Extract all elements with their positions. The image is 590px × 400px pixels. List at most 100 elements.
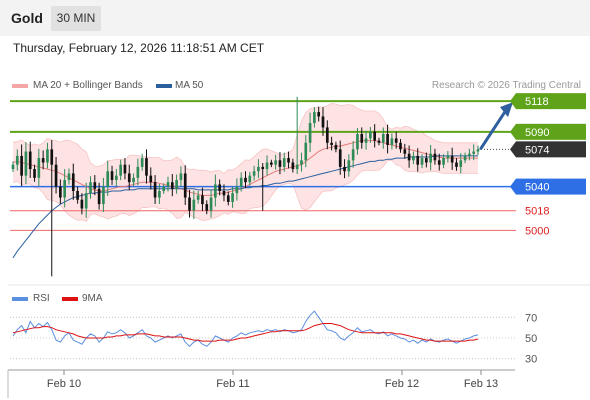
candle-body: [325, 127, 329, 143]
level-tag-5040: [516, 178, 586, 195]
level-label-5118: 5118: [525, 96, 549, 108]
candle-body: [261, 166, 265, 170]
candle-body: [386, 134, 389, 145]
candle-body: [317, 112, 321, 117]
candle-body: [442, 158, 445, 165]
candle-body: [76, 190, 79, 200]
candle-body: [188, 197, 191, 211]
candle-body: [433, 153, 437, 161]
candle-body: [102, 186, 105, 205]
candle-body: [20, 155, 23, 176]
candle-body: [244, 177, 247, 183]
candle-body: [123, 164, 127, 174]
candle-body: [110, 171, 114, 181]
candle-body: [356, 134, 359, 150]
candle-body: [50, 149, 54, 165]
candle-body: [420, 158, 424, 165]
candle-body: [239, 177, 243, 187]
candle-body: [321, 116, 325, 128]
candle-body: [89, 182, 92, 194]
candle-body: [437, 160, 441, 165]
candle-body: [403, 149, 407, 154]
x-tick-label: Feb 10: [47, 378, 81, 390]
candle-body: [71, 173, 75, 191]
candle-body: [235, 186, 239, 194]
candle-body: [114, 175, 118, 181]
timeframe-button[interactable]: 30 MIN: [51, 6, 101, 31]
candle-body: [140, 158, 144, 167]
candle-body: [222, 190, 226, 196]
candle-body: [446, 155, 450, 159]
candle-body: [412, 155, 415, 161]
candle-body: [162, 186, 166, 191]
candle-body: [360, 134, 364, 143]
candle-body: [166, 182, 170, 187]
candle-body: [424, 158, 428, 163]
candle-body: [274, 160, 277, 165]
candle-body: [472, 151, 476, 154]
legend-swatch-9ma: [62, 297, 78, 301]
candle-body: [127, 173, 131, 183]
candle-body: [381, 134, 385, 143]
legend-ma50: MA 50: [175, 80, 204, 91]
candle-body: [364, 138, 368, 143]
candle-body: [218, 184, 222, 191]
candle-body: [313, 112, 316, 124]
candle-body: [429, 153, 432, 163]
level-tag-pointer: [510, 123, 516, 140]
legend-rsi: RSI: [33, 293, 50, 304]
rsi-tick-30: 30: [525, 354, 537, 366]
candle-body: [399, 142, 402, 150]
candle-body: [231, 193, 234, 202]
candle-body: [59, 186, 62, 198]
level-tag-pointer: [510, 93, 516, 110]
candle-body: [158, 190, 161, 198]
candle-body: [338, 149, 342, 167]
x-tick-label: Feb 13: [464, 378, 498, 390]
candle-body: [175, 180, 178, 189]
candle-body: [282, 158, 286, 167]
candle-body: [145, 158, 148, 176]
candle-body: [214, 184, 217, 198]
candle-body: [390, 138, 394, 145]
candle-body: [351, 149, 355, 161]
candle-body: [304, 142, 308, 161]
candle-body: [468, 153, 471, 156]
candle-body: [119, 164, 122, 176]
x-tick-label: Feb 12: [385, 378, 419, 390]
projection-arrow-shaft: [479, 108, 508, 150]
level-tag-5074: [516, 141, 586, 158]
candle-body: [11, 164, 15, 170]
candle-body: [170, 182, 174, 189]
candle-body: [84, 193, 88, 209]
candle-body: [278, 160, 282, 167]
legend-bollinger: MA 20 + Bollinger Bands: [33, 80, 143, 91]
legend-swatch-ma50: [156, 84, 172, 88]
candle-body: [33, 169, 36, 178]
candle-body: [153, 182, 157, 198]
level-tag-pointer: [510, 141, 516, 158]
candle-body: [407, 153, 411, 161]
candle-body: [463, 155, 467, 161]
candle-body: [106, 171, 110, 187]
candle-body: [15, 155, 19, 165]
candle-body: [252, 171, 256, 176]
level-label-5000: 5000: [525, 225, 549, 237]
candle-body: [287, 158, 290, 163]
candle-body: [450, 155, 454, 163]
candle-body: [67, 173, 71, 181]
candle-body: [394, 138, 398, 143]
candle-body: [149, 175, 153, 183]
candle-body: [136, 166, 140, 178]
bollinger-upper-line: [12, 103, 478, 175]
candle-body: [369, 131, 372, 139]
legend-swatch-bollinger: [12, 84, 28, 88]
candle-body: [308, 123, 312, 143]
rsi-tick-50: 50: [525, 333, 537, 345]
candle-body: [46, 149, 49, 163]
candle-body: [97, 188, 101, 205]
candle-body: [459, 160, 463, 167]
candle-body: [226, 195, 230, 202]
candle-body: [209, 197, 213, 211]
candle-body: [93, 182, 97, 189]
